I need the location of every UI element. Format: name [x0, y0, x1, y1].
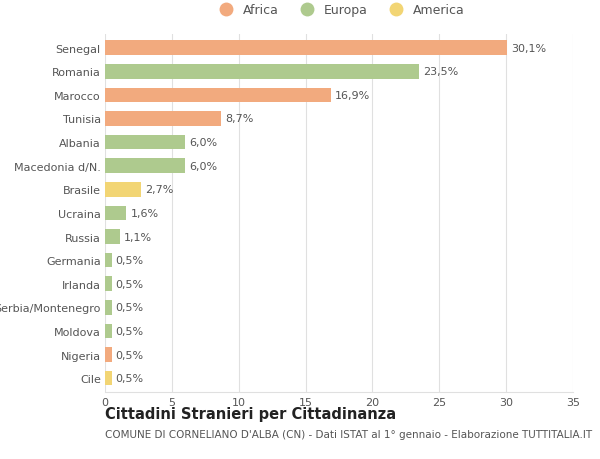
Text: 1,6%: 1,6%	[130, 208, 158, 218]
Text: 16,9%: 16,9%	[335, 91, 370, 101]
Text: 0,5%: 0,5%	[116, 373, 144, 383]
Bar	[105, 300, 112, 315]
Text: 23,5%: 23,5%	[423, 67, 458, 77]
Text: COMUNE DI CORNELIANO D'ALBA (CN) - Dati ISTAT al 1° gennaio - Elaborazione TUTTI: COMUNE DI CORNELIANO D'ALBA (CN) - Dati …	[105, 429, 592, 439]
Text: 1,1%: 1,1%	[124, 232, 152, 242]
Text: 0,5%: 0,5%	[116, 326, 144, 336]
Bar	[105, 230, 120, 244]
Text: 0,5%: 0,5%	[116, 302, 144, 313]
Bar	[105, 206, 127, 221]
Bar	[105, 324, 112, 338]
Legend: Africa, Europa, America: Africa, Europa, America	[208, 0, 470, 22]
Bar	[105, 159, 185, 174]
Text: 8,7%: 8,7%	[226, 114, 254, 124]
Text: 6,0%: 6,0%	[189, 161, 217, 171]
Bar	[105, 89, 331, 103]
Bar	[105, 371, 112, 386]
Text: 0,5%: 0,5%	[116, 256, 144, 266]
Text: 30,1%: 30,1%	[511, 44, 547, 54]
Text: 0,5%: 0,5%	[116, 279, 144, 289]
Bar	[105, 65, 419, 79]
Bar	[105, 112, 221, 127]
Text: Cittadini Stranieri per Cittadinanza: Cittadini Stranieri per Cittadinanza	[105, 406, 396, 421]
Text: 6,0%: 6,0%	[189, 138, 217, 148]
Bar	[105, 135, 185, 150]
Bar	[105, 41, 508, 56]
Text: 2,7%: 2,7%	[145, 185, 173, 195]
Bar	[105, 277, 112, 291]
Bar	[105, 347, 112, 362]
Bar	[105, 183, 141, 197]
Text: 0,5%: 0,5%	[116, 350, 144, 360]
Bar	[105, 253, 112, 268]
